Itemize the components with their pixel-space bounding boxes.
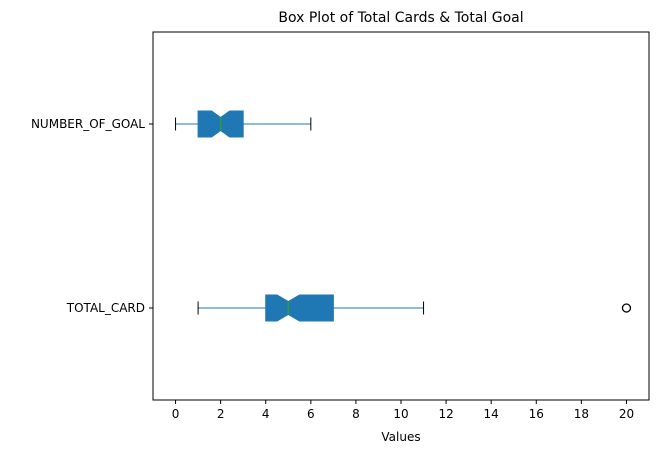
x-tick-label: 4	[262, 407, 270, 421]
x-tick-label: 12	[438, 407, 453, 421]
outlier-point	[621, 303, 632, 313]
x-tick-label: 20	[619, 407, 634, 421]
x-tick-label: 14	[484, 407, 499, 421]
x-tick-label: 6	[307, 407, 315, 421]
chart-title: Box Plot of Total Cards & Total Goal	[278, 10, 523, 26]
x-tick-label: 18	[574, 407, 589, 421]
x-axis-label: Values	[381, 430, 420, 444]
plot-area: 0 2 4 6 8 10 12 14 16 18 20 NUMBER_OF_GOAL TOTAL_CAR…	[31, 110, 634, 421]
x-tick-label: 10	[393, 407, 408, 421]
x-tick-label: 16	[529, 407, 544, 421]
x-tick-label: 0	[172, 407, 180, 421]
x-tick-label: 2	[217, 407, 225, 421]
y-tick-label: TOTAL_CARD	[66, 301, 145, 315]
y-tick-label: NUMBER_OF_GOAL	[31, 117, 145, 131]
plot-frame	[152, 31, 650, 401]
box-body	[265, 294, 334, 322]
x-tick-label: 8	[352, 407, 360, 421]
